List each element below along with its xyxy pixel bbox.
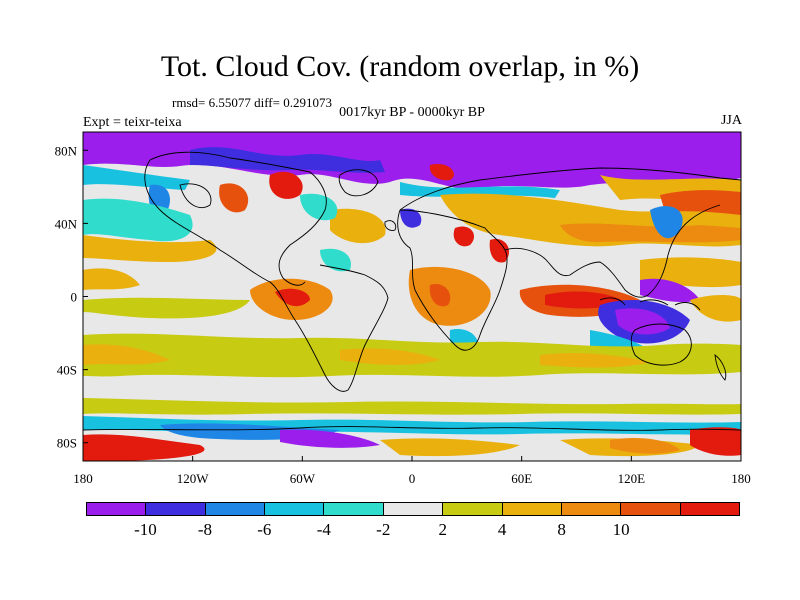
colorbar-segment — [324, 503, 384, 515]
coastline — [397, 209, 508, 351]
colorbar-label: -4 — [316, 520, 331, 539]
lat-tick-label: 80S — [57, 436, 77, 451]
colorbar-segment — [205, 503, 266, 515]
chart-title: Tot. Cloud Cov. (random overlap, in %) — [160, 50, 640, 83]
colorbar-segment — [680, 503, 739, 515]
coastline — [149, 151, 327, 286]
colorbar — [86, 502, 740, 516]
colorbar-segment — [265, 503, 325, 515]
field-region — [400, 208, 422, 228]
colorbar-segment — [502, 503, 562, 515]
lon-tick-label: 0 — [409, 471, 416, 486]
experiment-label: Expt = teixr-teixa — [83, 115, 182, 130]
stats-label: rmsd= 6.55077 diff= 0.291073 — [172, 95, 332, 110]
colorbar-segment — [87, 503, 147, 515]
field-region — [269, 171, 303, 199]
colorbar-label: 4 — [497, 520, 507, 539]
lon-tick-label: 120W — [177, 471, 210, 486]
colorbar-segment — [383, 503, 444, 515]
field-region — [429, 284, 451, 307]
lon-tick-label: 180 — [731, 471, 751, 486]
coastline — [714, 354, 727, 381]
field-region — [280, 429, 380, 448]
field-region — [560, 223, 741, 243]
colorbar-segment — [146, 503, 206, 515]
field-region — [650, 206, 683, 239]
field-region — [83, 378, 741, 398]
lat-tick-label: 0 — [71, 290, 78, 305]
coastline — [338, 169, 379, 197]
field-region — [83, 344, 170, 365]
colorbar-label: 10 — [612, 520, 630, 539]
coastline — [599, 297, 701, 311]
field-region — [83, 132, 741, 189]
field-region — [540, 352, 650, 368]
lon-tick-label: 60E — [511, 471, 532, 486]
colorbar-label: 2 — [438, 520, 447, 539]
lat-axis: 80N 40N 0 40S 80S — [55, 143, 88, 451]
lat-tick-label: 40N — [55, 216, 78, 231]
coastline — [83, 426, 741, 431]
field-region — [610, 438, 680, 454]
field-layer — [83, 132, 741, 461]
field-region — [380, 438, 520, 457]
coastline — [504, 204, 721, 298]
period-label: 0017kyr BP - 0000kyr BP — [339, 105, 485, 120]
coastline — [630, 323, 692, 366]
field-region — [453, 226, 475, 247]
colorbar-label: -10 — [134, 520, 157, 539]
colorbar-label: -8 — [197, 520, 212, 539]
colorbar-label: 8 — [557, 520, 566, 539]
field-region — [489, 239, 510, 263]
lon-tick-label: 120E — [618, 471, 646, 486]
field-region — [83, 268, 140, 290]
lon-tick-label: 60W — [290, 471, 316, 486]
colorbar-segment — [443, 503, 503, 515]
coastline — [144, 159, 389, 392]
colorbar-segment — [561, 503, 622, 515]
season-label: JJA — [720, 113, 742, 128]
colorbar-label: -6 — [257, 520, 272, 539]
field-region — [690, 427, 741, 456]
field-region — [660, 190, 741, 215]
colorbar-label: -2 — [376, 520, 391, 539]
field-region — [219, 183, 249, 213]
field-region — [400, 182, 560, 198]
coastline — [384, 220, 397, 231]
field-region — [330, 208, 386, 244]
field-region — [83, 235, 217, 262]
lat-tick-label: 80N — [55, 143, 78, 158]
field-region — [690, 295, 741, 322]
coastlines — [83, 151, 741, 431]
coastline — [399, 167, 741, 211]
field-region — [640, 278, 700, 303]
field-region — [83, 198, 193, 242]
field-region — [429, 163, 454, 181]
colorbar-segment — [621, 503, 681, 515]
coastline — [179, 183, 212, 209]
field-region — [83, 297, 250, 319]
field-region — [190, 147, 385, 173]
field-region — [83, 398, 741, 415]
lat-tick-label: 40S — [57, 363, 77, 378]
field-region — [320, 248, 351, 272]
lon-axis: 180 120W 60W 0 60E 120E 180 — [73, 456, 751, 486]
lon-tick-label: 180 — [73, 471, 93, 486]
field-region — [275, 288, 310, 307]
field-region — [615, 308, 670, 335]
field-region — [83, 165, 190, 190]
field-region — [300, 193, 338, 221]
field-region — [340, 348, 440, 365]
field-region — [83, 434, 205, 461]
